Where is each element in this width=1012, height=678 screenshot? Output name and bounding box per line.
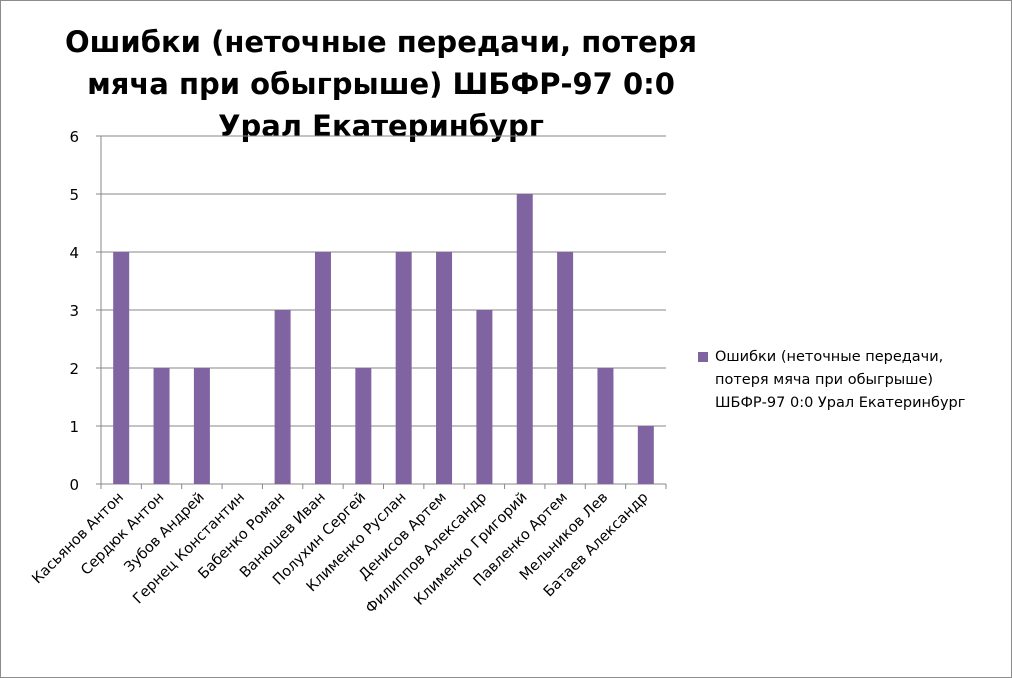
legend-label: Ошибки (неточные передачи, потеря мяча п… [715,349,966,411]
bar [476,310,493,484]
bar [516,194,533,484]
y-tick-labels: 0 1 2 3 4 5 6 [69,128,79,494]
bar [193,368,210,484]
y-tick-label: 0 [69,476,79,494]
bar [113,252,130,484]
y-tick-label: 1 [69,418,79,436]
bar [314,252,331,484]
y-tick-label: 2 [69,360,79,378]
y-tick-label: 4 [69,244,79,262]
bar [395,252,412,484]
gridlines [101,135,666,427]
y-tick-label: 5 [69,186,79,204]
bar [153,368,170,484]
bars [113,194,654,484]
bar [597,368,614,484]
y-tick-label: 3 [69,302,79,320]
legend-swatch [698,352,708,362]
legend: Ошибки (неточные передачи, потеря мяча п… [698,346,998,415]
bar [436,252,453,484]
chart-title: Ошибки (неточные передачи, потеря мяча п… [64,25,698,143]
bar [274,310,291,484]
bar [557,252,574,484]
y-tick-label: 6 [69,128,79,146]
bar [355,368,372,484]
bar [637,426,654,484]
axes [96,135,667,489]
